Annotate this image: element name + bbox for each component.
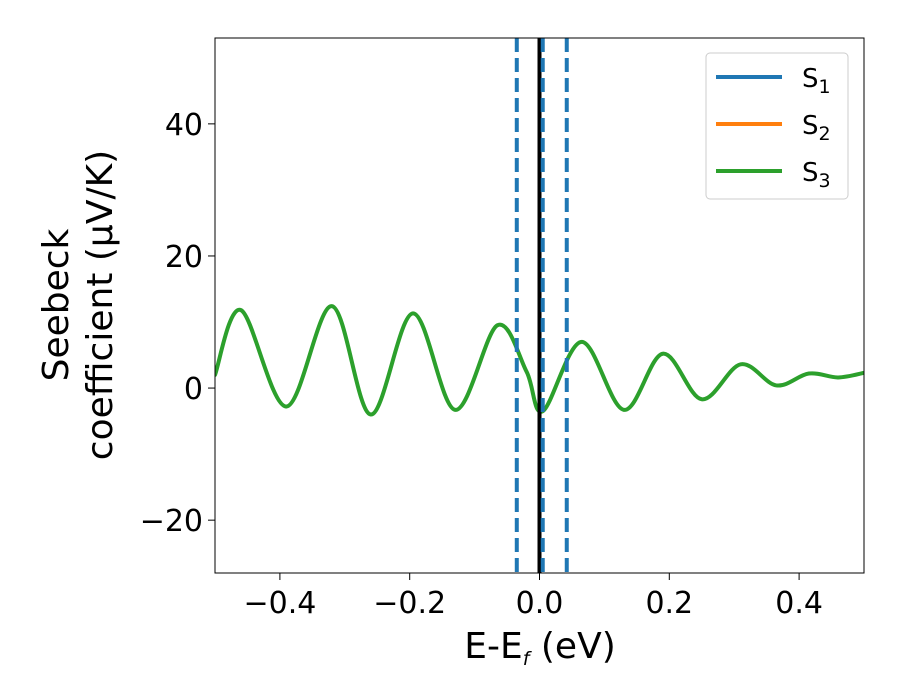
y-tick-label: 0	[184, 372, 203, 407]
legend: S1 S2 S3	[705, 52, 849, 200]
y-axis-label-line2: coefficient (μV/K)	[80, 150, 121, 460]
x-tick-label: 0.4	[775, 586, 823, 621]
y-tick-label: 40	[165, 108, 203, 143]
x-tick-label: −0.4	[243, 586, 316, 621]
x-tick-label: 0.0	[516, 586, 564, 621]
series-line-1	[215, 304, 864, 417]
x-tick-label: 0.2	[645, 586, 693, 621]
legend-label-3: S3	[802, 158, 831, 192]
y-tick-label: 20	[165, 240, 203, 275]
y-tick-label: −20	[140, 504, 203, 539]
legend-label-2: S2	[802, 111, 831, 145]
y-axis-label-line1: Seebeck	[36, 228, 77, 381]
legend-label-1: S1	[802, 64, 831, 98]
x-tick-label: −0.2	[373, 586, 446, 621]
x-axis-label: E-Ef (eV)	[464, 626, 616, 670]
